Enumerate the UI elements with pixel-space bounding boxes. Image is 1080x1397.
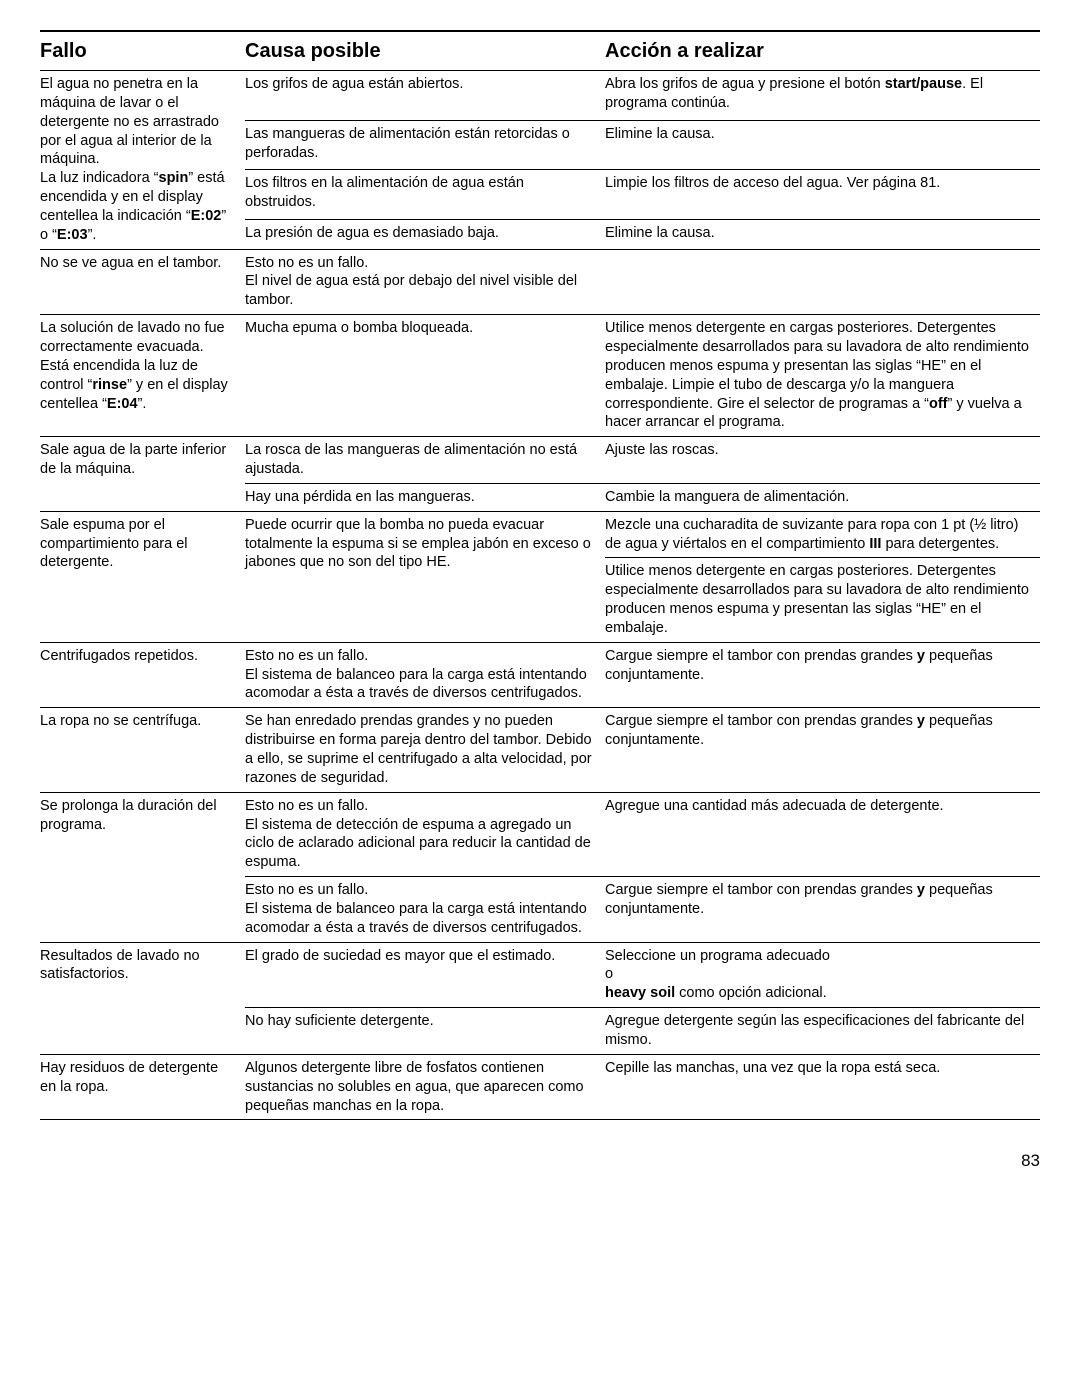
page-number: 83 <box>40 1150 1040 1172</box>
cell-accion: Cepille las manchas, una vez que la ropa… <box>605 1054 1040 1120</box>
header-accion: Acción a realizar <box>605 31 1040 71</box>
cell-fallo: Se prolonga la duración del programa. <box>40 792 245 942</box>
cell-fallo: Sale espuma por el compartimiento para e… <box>40 511 245 642</box>
cell-accion: Elimine la causa. <box>605 219 1040 249</box>
cell-accion: Elimine la causa. <box>605 120 1040 170</box>
cell-fallo: Resultados de lavado no satisfactorios. <box>40 942 245 1054</box>
cell-causa: El grado de suciedad es mayor que el est… <box>245 942 605 1008</box>
cell-causa: Hay una pérdida en las mangueras. <box>245 483 605 511</box>
cell-accion: Utilice menos detergente en cargas poste… <box>605 558 1040 642</box>
cell-fallo: Sale agua de la parte inferior de la máq… <box>40 437 245 512</box>
cell-causa: Los grifos de agua están abiertos. <box>245 71 605 121</box>
cell-accion: Utilice menos detergente en cargas poste… <box>605 315 1040 437</box>
cell-fallo: No se ve agua en el tambor. <box>40 249 245 315</box>
table-row: Centrifugados repetidos.Esto no es un fa… <box>40 642 1040 708</box>
table-row: La solución de lavado no fue correctamen… <box>40 315 1040 437</box>
cell-accion: Seleccione un programa adecuadooheavy so… <box>605 942 1040 1008</box>
cell-causa: Los filtros en la alimentación de agua e… <box>245 170 605 220</box>
cell-causa: Esto no es un fallo.El sistema de detecc… <box>245 792 605 876</box>
table-row: No se ve agua en el tambor.Esto no es un… <box>40 249 1040 315</box>
cell-causa: Puede ocurrir que la bomba no pueda evac… <box>245 511 605 642</box>
cell-accion: Cargue siempre el tambor con prendas gra… <box>605 708 1040 792</box>
cell-fallo: La ropa no se centrífuga. <box>40 708 245 792</box>
cell-accion: Agregue una cantidad más adecuada de det… <box>605 792 1040 876</box>
cell-accion: Limpie los filtros de acceso del agua. V… <box>605 170 1040 220</box>
cell-fallo: El agua no penetra en la máquina de lava… <box>40 71 245 250</box>
header-causa: Causa posible <box>245 31 605 71</box>
cell-accion: Cargue siempre el tambor con prendas gra… <box>605 642 1040 708</box>
cell-causa: Mucha epuma o bomba bloqueada. <box>245 315 605 437</box>
cell-accion: Ajuste las roscas. <box>605 437 1040 484</box>
table-row: Sale agua de la parte inferior de la máq… <box>40 437 1040 484</box>
cell-causa: Esto no es un fallo.El sistema de balanc… <box>245 877 605 943</box>
table-row: La ropa no se centrífuga.Se han enredado… <box>40 708 1040 792</box>
cell-accion: Cargue siempre el tambor con prendas gra… <box>605 877 1040 943</box>
cell-fallo: La solución de lavado no fue correctamen… <box>40 315 245 437</box>
table-row: Resultados de lavado no satisfactorios.E… <box>40 942 1040 1008</box>
cell-causa: Esto no es un fallo.El sistema de balanc… <box>245 642 605 708</box>
cell-causa: Algunos detergente libre de fosfatos con… <box>245 1054 605 1120</box>
cell-accion: Mezcle una cucharadita de suvizante para… <box>605 511 1040 558</box>
cell-accion <box>605 249 1040 315</box>
cell-accion: Cambie la manguera de alimentación. <box>605 483 1040 511</box>
troubleshooting-table: Fallo Causa posible Acción a realizar El… <box>40 30 1040 1120</box>
table-row: El agua no penetra en la máquina de lava… <box>40 71 1040 121</box>
cell-fallo: Hay residuos de detergente en la ropa. <box>40 1054 245 1120</box>
cell-causa: La rosca de las mangueras de alimentació… <box>245 437 605 484</box>
cell-accion: Agregue detergente según las especificac… <box>605 1008 1040 1055</box>
cell-accion: Abra los grifos de agua y presione el bo… <box>605 71 1040 121</box>
cell-causa: La presión de agua es demasiado baja. <box>245 219 605 249</box>
cell-causa: No hay suficiente detergente. <box>245 1008 605 1055</box>
cell-fallo: Centrifugados repetidos. <box>40 642 245 708</box>
cell-causa: Esto no es un fallo.El nivel de agua est… <box>245 249 605 315</box>
table-row: Sale espuma por el compartimiento para e… <box>40 511 1040 558</box>
header-fallo: Fallo <box>40 31 245 71</box>
cell-causa: Las mangueras de alimentación están reto… <box>245 120 605 170</box>
table-row: Se prolonga la duración del programa.Est… <box>40 792 1040 876</box>
cell-causa: Se han enredado prendas grandes y no pue… <box>245 708 605 792</box>
table-row: Hay residuos de detergente en la ropa.Al… <box>40 1054 1040 1120</box>
